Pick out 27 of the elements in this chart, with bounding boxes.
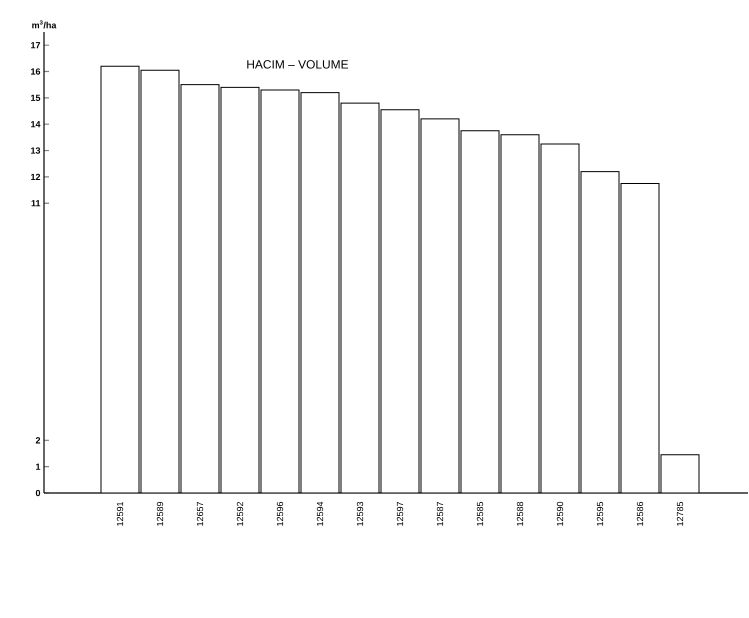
x-tick-label: 12589 <box>156 502 164 526</box>
x-tick-label: 12592 <box>236 502 244 526</box>
y-tick-label: 15 <box>31 94 40 101</box>
x-tick-label: 12587 <box>436 502 444 526</box>
x-tick-label: 12595 <box>596 502 604 526</box>
y-tick-label: 0 <box>36 490 40 496</box>
x-tick-label: 12588 <box>516 502 524 526</box>
x-tick-label: 12585 <box>476 502 484 526</box>
y-tick-label: 11 <box>32 200 40 206</box>
y-tick-label: 17 <box>31 42 40 48</box>
x-tick-label: 12591 <box>116 502 124 526</box>
x-tick-label: 12596 <box>276 502 284 526</box>
y-tick-label: 2 <box>36 437 40 444</box>
x-tick-label: 12586 <box>636 502 644 526</box>
x-tick-label: 12657 <box>196 502 204 526</box>
x-tick-label: 12590 <box>556 502 564 526</box>
text: HACIM – VOLUME <box>247 60 348 69</box>
x-tick-label: 12785 <box>676 502 684 526</box>
y-tick-label: 12 <box>31 174 40 180</box>
y-tick-label: 16 <box>31 68 40 75</box>
y-tick-label: 14 <box>31 121 40 128</box>
x-tick-label: 12593 <box>356 502 364 526</box>
y-tick-label: 1 <box>36 464 40 470</box>
y-axis-title: m$^{3}$/ha <box>32 20 56 28</box>
x-tick-label: 12594 <box>316 502 324 526</box>
y-tick-label: 13 <box>31 147 40 154</box>
x-tick-label: 12597 <box>396 502 404 526</box>
